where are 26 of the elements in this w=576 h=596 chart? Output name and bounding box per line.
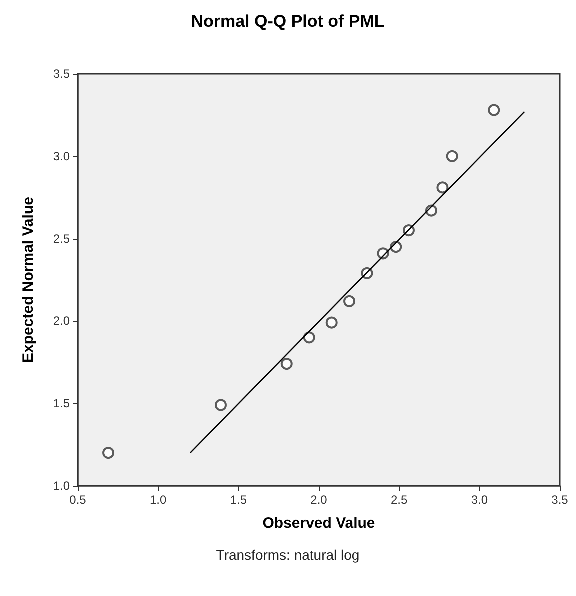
y-tick-label: 1.0	[53, 479, 70, 493]
text: Transforms: natural log	[216, 547, 360, 563]
point	[280, 358, 293, 370]
point	[326, 316, 338, 329]
x-tick-label: 1.0	[150, 493, 167, 507]
point	[102, 447, 115, 460]
y-tick-label: 1.5	[53, 396, 70, 411]
x-tick-label: 2.0	[310, 493, 328, 507]
x-axis-title: Observed Value	[262, 515, 376, 532]
y-tick-label: 3.0	[53, 149, 70, 164]
point	[446, 150, 458, 162]
point	[215, 399, 227, 412]
point	[488, 104, 500, 116]
point	[436, 182, 449, 194]
point	[303, 332, 316, 344]
chart-title: Normal Q-Q Plot of PML	[191, 12, 385, 31]
x-tick-label: 2.5	[390, 493, 408, 507]
point	[344, 295, 356, 308]
y-axis-title: Expected Normal Value	[20, 197, 37, 363]
x-tick-label: 3.0	[471, 493, 488, 507]
y-tick-label: 2.5	[53, 232, 70, 246]
x-tick-label: 3.5	[552, 493, 569, 507]
x-tick-label: 0.5	[70, 493, 87, 507]
y-tick-label: 2.0	[53, 314, 70, 328]
x-tick-label: 1.5	[230, 493, 248, 507]
y-tick-label: 3.5	[53, 67, 70, 81]
